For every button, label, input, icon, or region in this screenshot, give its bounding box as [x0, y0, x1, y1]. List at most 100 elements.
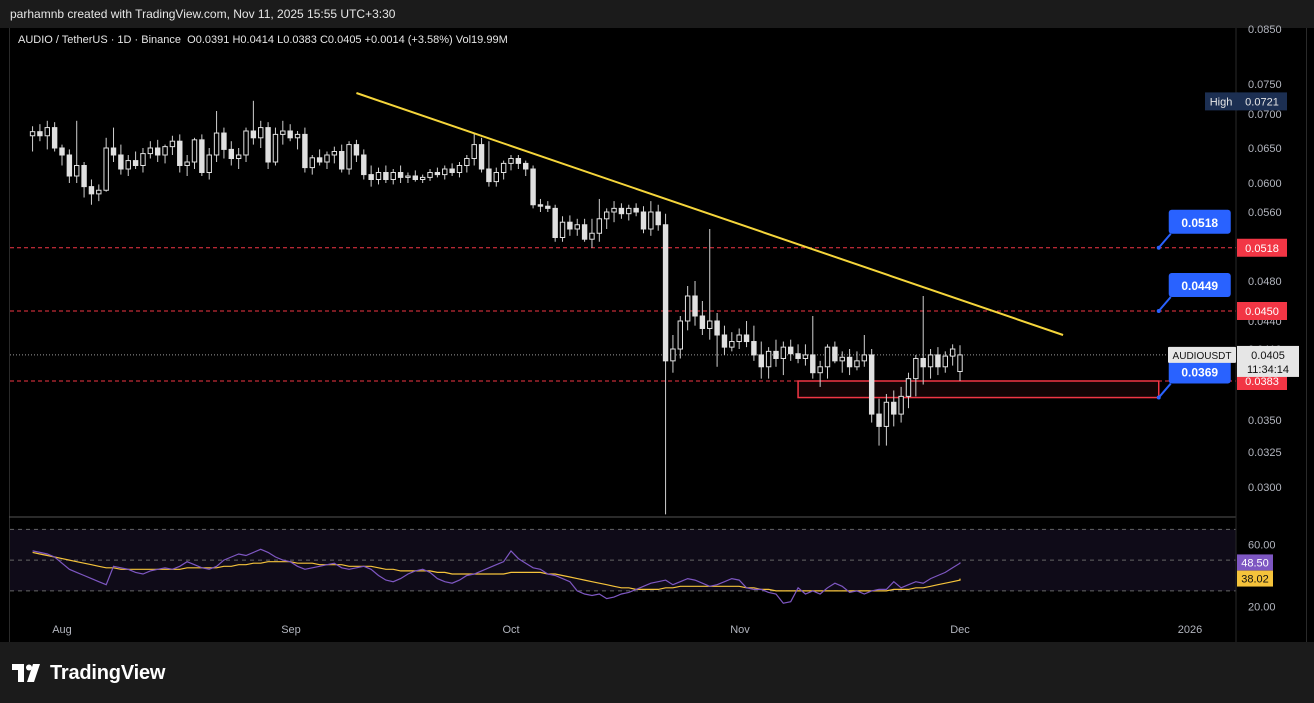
candle-body	[287, 130, 293, 139]
legend-symbol: AUDIO / TetherUS · 1D · Binance	[18, 34, 182, 46]
candle-body	[589, 232, 595, 240]
candle	[736, 328, 742, 349]
candle-body	[390, 172, 396, 180]
candle-body	[250, 130, 257, 139]
candle-body	[839, 356, 845, 362]
chart-frame	[9, 28, 1307, 642]
candle-body	[427, 172, 433, 178]
candle	[699, 301, 706, 335]
candle	[824, 344, 831, 379]
candle-body	[795, 353, 801, 359]
legend-high: 0.0414	[240, 34, 275, 46]
candle-body	[530, 168, 536, 206]
candle	[265, 122, 271, 169]
candle-body	[684, 295, 691, 322]
candle	[199, 134, 205, 176]
candle-body	[832, 346, 838, 362]
y-tick-label: 0.0650	[1248, 143, 1282, 155]
support-zone[interactable]	[797, 380, 1160, 399]
candle	[81, 162, 87, 198]
candle	[802, 344, 809, 366]
candle-body	[103, 147, 109, 191]
legend-open: 0.0391	[195, 34, 230, 46]
candle-body	[721, 334, 728, 348]
candle-body	[140, 153, 146, 167]
candle	[905, 372, 912, 409]
callout-label: 0.0369	[1181, 366, 1218, 380]
trend-line[interactable]	[356, 92, 1064, 336]
candle	[309, 155, 315, 175]
legend-low: 0.0383	[283, 34, 317, 46]
candle	[132, 151, 139, 169]
candle-body	[633, 207, 639, 213]
candle-body	[368, 174, 374, 181]
candle	[397, 165, 404, 183]
level-price-label: 0.0450	[1245, 306, 1279, 318]
symbol-tag	[1168, 346, 1236, 363]
x-tick-label: Sep	[281, 624, 301, 636]
candle-body	[486, 168, 492, 183]
candle	[169, 135, 176, 155]
candle-body	[228, 148, 235, 159]
candle	[773, 339, 779, 367]
candle-body	[677, 320, 684, 350]
candle	[574, 218, 580, 236]
tradingview-logo[interactable]: TradingView	[12, 662, 165, 684]
candle-body	[258, 127, 264, 139]
candle	[868, 349, 875, 423]
rsi-ma-tag	[1237, 570, 1273, 587]
candle	[508, 155, 514, 171]
candle-body	[699, 315, 706, 329]
level-price-tag	[1237, 302, 1287, 320]
candle	[758, 341, 764, 379]
x-tick-label: Dec	[950, 624, 970, 636]
candle	[29, 126, 36, 152]
callout-pointer	[1157, 296, 1172, 312]
candle	[59, 144, 65, 166]
candle-body	[787, 346, 794, 355]
rsi-value-tag	[1237, 554, 1273, 571]
candle-body	[66, 154, 73, 177]
candle	[839, 351, 845, 373]
candle-body	[162, 146, 168, 156]
candle	[523, 160, 529, 176]
rsi-band-fill	[10, 529, 1236, 591]
tradingview-logo-text: TradingView	[50, 661, 166, 684]
candle-body	[692, 295, 698, 317]
candle	[456, 162, 463, 178]
candle-body	[324, 154, 330, 163]
candle-body	[280, 130, 286, 135]
candle-body	[773, 350, 779, 359]
candle	[184, 155, 190, 176]
candle	[935, 347, 941, 376]
y-tick-label: 0.0325	[1248, 447, 1282, 459]
candle	[537, 198, 544, 212]
candle-body	[110, 147, 117, 156]
candle-body	[29, 131, 36, 137]
candle	[832, 341, 838, 364]
candle	[324, 151, 330, 169]
candle	[471, 133, 477, 166]
candle	[486, 141, 492, 187]
callout-box	[1168, 209, 1231, 234]
candle-body	[648, 211, 654, 230]
price-callout[interactable]: 0.0449	[1156, 273, 1231, 313]
candle	[405, 172, 411, 183]
y-tick-label: 0.0600	[1248, 178, 1282, 190]
candle	[287, 124, 293, 142]
candle-body	[96, 189, 102, 195]
candle	[662, 213, 669, 515]
candle	[810, 316, 816, 379]
candle-body	[765, 350, 772, 368]
price-callout[interactable]: 0.0369	[1156, 359, 1231, 400]
callout-pointer	[1157, 233, 1172, 249]
candle	[74, 120, 80, 183]
candle-body	[199, 139, 205, 173]
candle	[729, 332, 735, 352]
price-callout[interactable]: 0.0518	[1156, 209, 1231, 250]
candle	[338, 144, 345, 173]
callout-label: 0.0449	[1181, 279, 1218, 293]
candle	[670, 335, 676, 373]
candle	[743, 321, 750, 348]
